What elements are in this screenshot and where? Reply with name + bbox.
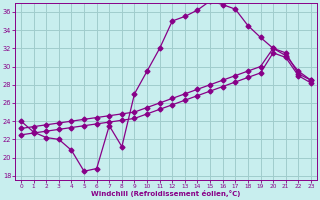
X-axis label: Windchill (Refroidissement éolien,°C): Windchill (Refroidissement éolien,°C) xyxy=(91,190,241,197)
